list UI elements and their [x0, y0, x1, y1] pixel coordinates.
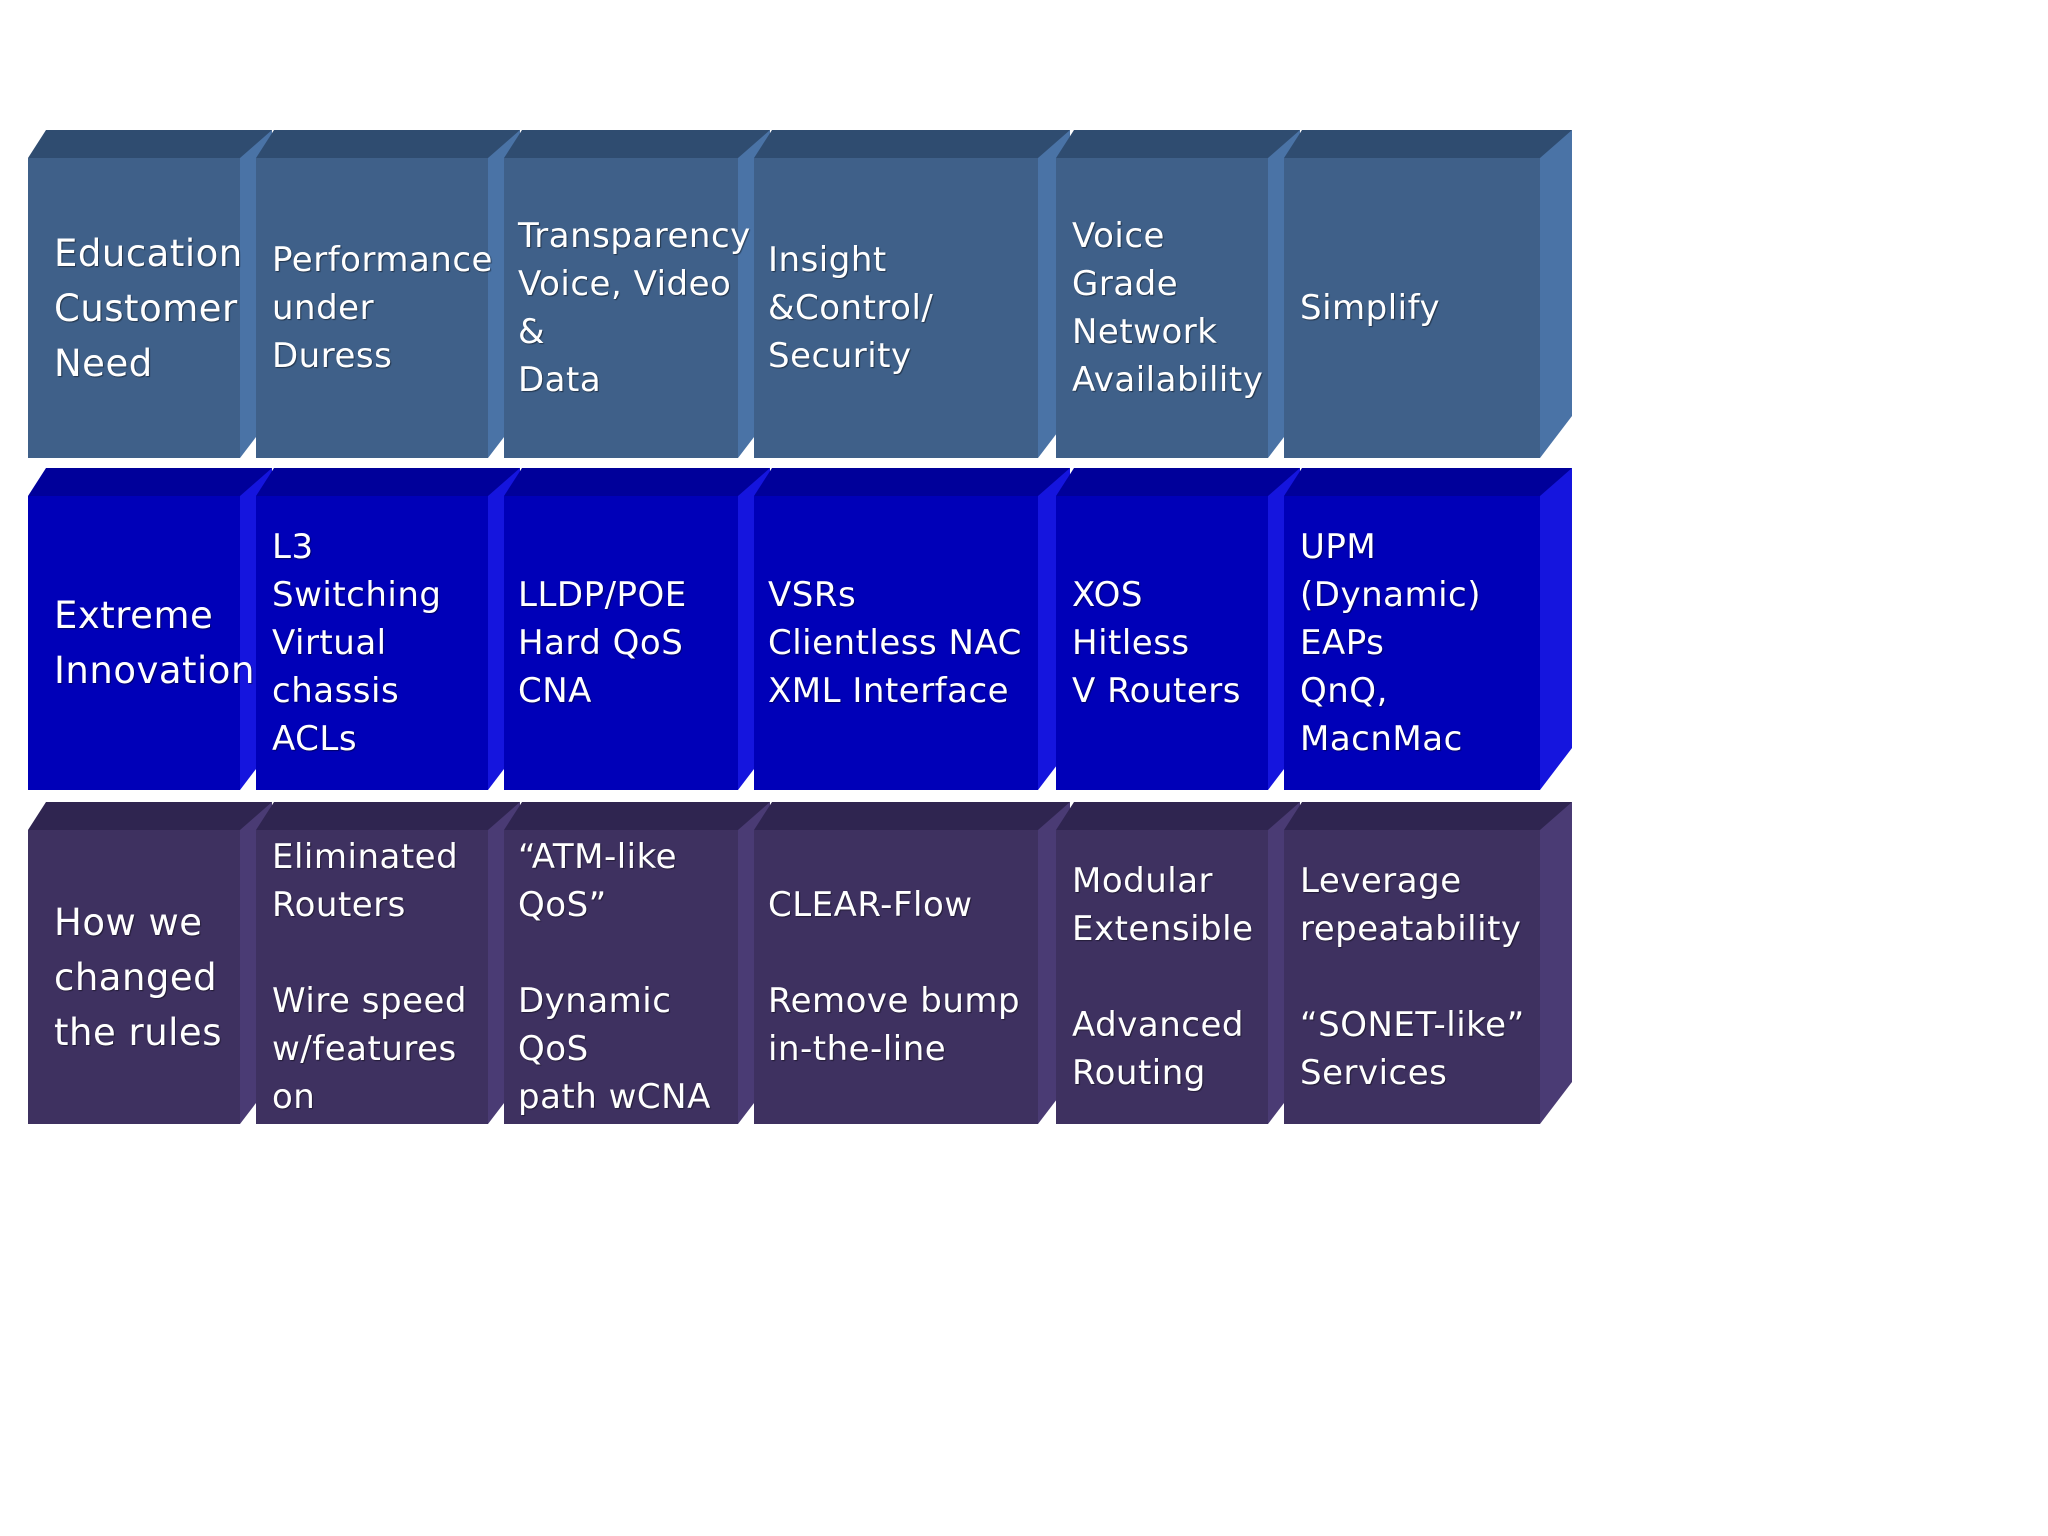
row-label-innovation: Extreme Innovation: [28, 468, 272, 790]
box-top-face: [256, 802, 520, 830]
cell-text: Modular Extensible Advanced Routing: [1072, 861, 1254, 1093]
cell-text: Leverage repeatability “SONET-like” Serv…: [1300, 861, 1525, 1093]
box-top-face: [754, 130, 1070, 158]
row-label-rules: How we changed the rules: [28, 802, 272, 1124]
box-front-face: [1284, 496, 1540, 790]
box-side-face: [1540, 802, 1572, 1124]
box-front-face: [504, 830, 738, 1124]
cell-need-3: Insight &Control/ Security: [754, 130, 1070, 458]
cell-text: “ATM-like QoS” Dynamic QoS path wCNA: [518, 837, 711, 1117]
box-top-face: [504, 130, 770, 158]
cell-text: Transparency Voice, Video & Data: [518, 216, 751, 400]
cell-rules-5: Leverage repeatability “SONET-like” Serv…: [1284, 802, 1572, 1124]
box-side-face: [1540, 130, 1572, 458]
box-front-face: [1056, 830, 1268, 1124]
cell-innovation-3: VSRs Clientless NAC XML Interface: [754, 468, 1070, 790]
box-side-face: [1540, 468, 1572, 790]
box-top-face: [1056, 468, 1300, 496]
row-label-text: Extreme Innovation: [54, 594, 255, 692]
cell-text: L3 Switching Virtual chassis ACLs: [272, 527, 442, 759]
cell-text: Simplify: [1300, 288, 1441, 328]
cell-innovation-1: L3 Switching Virtual chassis ACLs: [256, 468, 520, 790]
box-front-face: [256, 158, 488, 458]
row-label-text: How we changed the rules: [54, 900, 222, 1054]
box-top-face: [1284, 802, 1572, 830]
box-front-face: [28, 830, 240, 1124]
cell-rules-1: Eliminated Routers Wire speed w/features…: [256, 802, 520, 1124]
box-top-face: [1056, 130, 1300, 158]
box-top-face: [504, 468, 770, 496]
box-top-face: [1284, 130, 1572, 158]
cell-innovation-4: XOS Hitless V Routers: [1056, 468, 1300, 790]
box-top-face: [754, 802, 1070, 830]
box-top-face: [28, 802, 272, 830]
box-front-face: [28, 158, 240, 458]
cell-text: VSRs Clientless NAC XML Interface: [768, 575, 1022, 711]
box-top-face: [1284, 468, 1572, 496]
cell-text: Performance under Duress: [272, 240, 493, 376]
box-front-face: [1056, 496, 1268, 790]
box-front-face: [754, 158, 1038, 458]
cell-rules-2: “ATM-like QoS” Dynamic QoS path wCNA: [504, 802, 770, 1124]
cell-rules-4: Modular Extensible Advanced Routing: [1056, 802, 1300, 1124]
row-label-need: Education Customer Need: [28, 130, 272, 458]
box-front-face: [754, 830, 1038, 1124]
cell-text: CLEAR-Flow Remove bump in-the-line: [768, 885, 1021, 1069]
cell-text: Insight &Control/ Security: [768, 240, 934, 376]
box-front-face: [754, 496, 1038, 790]
box-top-face: [28, 130, 272, 158]
box-front-face: [504, 158, 738, 458]
box-front-face: [256, 496, 488, 790]
cell-need-1: Performance under Duress: [256, 130, 520, 458]
cell-innovation-2: LLDP/POE Hard QoS CNA: [504, 468, 770, 790]
cell-text: Eliminated Routers Wire speed w/features…: [272, 837, 467, 1117]
cell-text: LLDP/POE Hard QoS CNA: [518, 575, 687, 711]
box-top-face: [28, 468, 272, 496]
box-front-face: [1284, 830, 1540, 1124]
box-top-face: [754, 468, 1070, 496]
cell-text: Voice Grade Network Availability: [1072, 216, 1264, 400]
box-top-face: [256, 130, 520, 158]
box-top-face: [504, 802, 770, 830]
cell-need-2: Transparency Voice, Video & Data: [504, 130, 770, 458]
cell-innovation-5: UPM (Dynamic) EAPs QnQ, MacnMac: [1284, 468, 1572, 790]
cell-need-5: Simplify: [1284, 130, 1572, 458]
cell-text: XOS Hitless V Routers: [1072, 575, 1241, 711]
box-front-face: [504, 496, 738, 790]
box-top-face: [256, 468, 520, 496]
box-front-face: [28, 496, 240, 790]
row-label-text: Education Customer Need: [54, 231, 243, 385]
box-front-face: [1056, 158, 1268, 458]
cell-rules-3: CLEAR-Flow Remove bump in-the-line: [754, 802, 1070, 1124]
box-front-face: [1284, 158, 1540, 458]
cell-text: UPM (Dynamic) EAPs QnQ, MacnMac: [1300, 527, 1481, 759]
cell-need-4: Voice Grade Network Availability: [1056, 130, 1300, 458]
box-front-face: [256, 830, 488, 1124]
box-top-face: [1056, 802, 1300, 830]
